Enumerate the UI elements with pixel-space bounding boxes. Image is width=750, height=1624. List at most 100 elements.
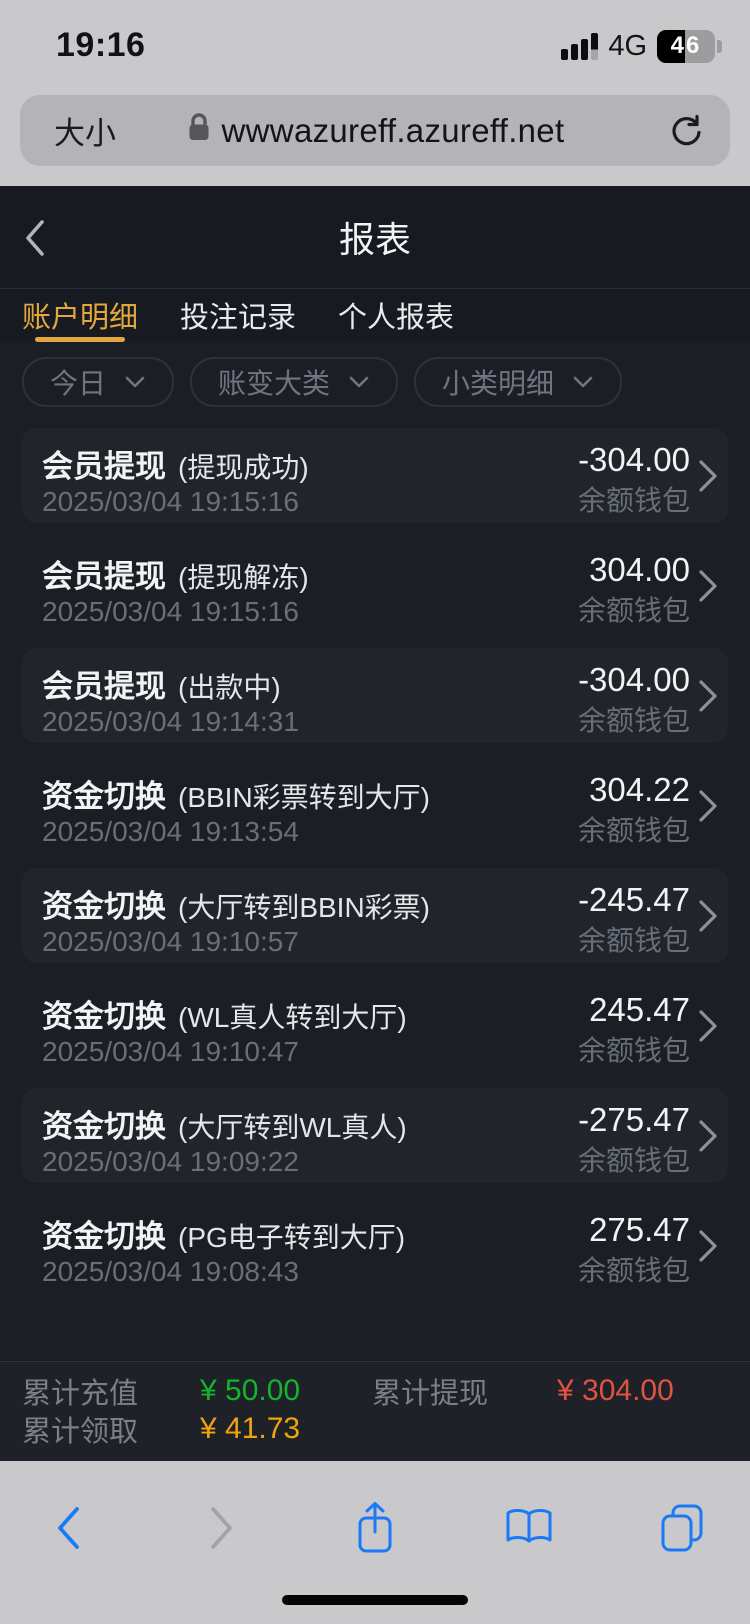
transaction-amount: -304.00 [578, 661, 690, 698]
tabs-button[interactable] [654, 1493, 710, 1563]
text-size-button[interactable]: 大小 [54, 116, 116, 151]
transaction-amount: -304.00 [578, 441, 690, 478]
tab-bet-records[interactable]: 投注记录 [180, 302, 297, 334]
transaction-time: 2025/03/04 19:09:22 [42, 1146, 299, 1177]
transaction-subtitle: (大厅转到WL真人) [178, 1112, 407, 1143]
lock-icon [186, 112, 212, 149]
chevron-right-icon [696, 788, 720, 824]
transaction-wallet: 余额钱包 [577, 1255, 690, 1286]
transaction-time: 2025/03/04 19:10:47 [42, 1036, 299, 1067]
total-deposit-value: ¥ 50.00 [200, 1374, 301, 1407]
transaction-title: 会员提现 [42, 449, 166, 484]
transaction-time: 2025/03/04 19:10:57 [42, 926, 299, 957]
chevron-right-icon [696, 1228, 720, 1264]
transaction-amount: 245.47 [589, 991, 690, 1028]
total-deposit-label: 累计充值 [22, 1378, 139, 1410]
safari-url-bar[interactable]: 大小 wwwazureff.azureff.net [20, 95, 730, 166]
tab-personal-report[interactable]: 个人报表 [338, 302, 455, 334]
transaction-wallet: 余额钱包 [577, 595, 690, 626]
tabs-icon [661, 1504, 703, 1552]
transaction-amount: 304.22 [589, 771, 690, 808]
transaction-subtitle: (提现解冻) [178, 562, 309, 593]
transaction-row[interactable]: 资金切换 (WL真人转到大厅) 2025/03/04 19:10:47 245.… [22, 978, 728, 1073]
share-button[interactable] [347, 1493, 403, 1563]
transaction-time: 2025/03/04 19:14:31 [42, 706, 299, 737]
filter-category-dropdown[interactable]: 账变大类 [190, 357, 399, 407]
transaction-subtitle: (出款中) [178, 672, 281, 703]
total-withdraw-value: ¥ 304.00 [557, 1374, 674, 1407]
transaction-row[interactable]: 资金切换 (BBIN彩票转到大厅) 2025/03/04 19:13:54 30… [22, 758, 728, 853]
bookmarks-button[interactable] [501, 1493, 557, 1563]
transaction-title: 资金切换 [42, 1109, 166, 1144]
transaction-title: 资金切换 [42, 999, 166, 1034]
transaction-amount: -275.47 [578, 1101, 690, 1138]
transaction-time: 2025/03/04 19:13:54 [42, 816, 299, 847]
transaction-wallet: 余额钱包 [577, 1145, 690, 1176]
transaction-title: 会员提现 [42, 559, 166, 594]
safari-toolbar [0, 1485, 750, 1571]
browser-forward-button[interactable] [194, 1493, 250, 1563]
transaction-wallet: 余额钱包 [577, 815, 690, 846]
tab-account-detail[interactable]: 账户明细 [22, 289, 138, 342]
transaction-row[interactable]: 会员提现 (提现解冻) 2025/03/04 19:15:16 304.00 余… [22, 538, 728, 633]
transaction-wallet: 余额钱包 [577, 925, 690, 956]
browser-back-button[interactable] [40, 1493, 96, 1563]
transaction-row[interactable]: 会员提现 (出款中) 2025/03/04 19:14:31 -304.00 余… [22, 648, 728, 743]
page-header: 报表 [0, 186, 750, 289]
chevron-right-icon [210, 1507, 232, 1549]
transaction-row[interactable]: 资金切换 (PG电子转到大厅) 2025/03/04 19:08:43 275.… [22, 1198, 728, 1293]
status-bar: 19:16 4G 4 6 [0, 0, 750, 90]
reload-button[interactable] [668, 113, 704, 149]
url-text[interactable]: wwwazureff.azureff.net [221, 111, 565, 149]
transaction-title: 资金切换 [42, 1219, 166, 1254]
transaction-title: 资金切换 [42, 889, 166, 924]
transaction-amount: 275.47 [589, 1211, 690, 1248]
transaction-time: 2025/03/04 19:15:16 [42, 596, 299, 627]
network-type-label: 4G [608, 29, 647, 62]
chevron-down-icon [573, 376, 593, 388]
filter-bar: 今日 账变大类 小类明细 [22, 357, 623, 407]
transaction-row[interactable]: 资金切换 (大厅转到WL真人) 2025/03/04 19:09:22 -275… [22, 1088, 728, 1183]
home-indicator[interactable] [282, 1595, 468, 1605]
report-page: 报表 账户明细 投注记录 个人报表 今日 账变大类 小类 [0, 186, 750, 1461]
transaction-subtitle: (BBIN彩票转到大厅) [178, 782, 431, 813]
battery-icon: 4 6 [657, 29, 722, 63]
transaction-list: 会员提现 (提现成功) 2025/03/04 19:15:16 -304.00 … [0, 428, 750, 1308]
transaction-title: 资金切换 [42, 779, 166, 814]
chevron-left-icon [26, 220, 44, 256]
status-indicators: 4G 4 6 [561, 28, 722, 64]
transaction-row[interactable]: 资金切换 (大厅转到BBIN彩票) 2025/03/04 19:10:57 -2… [22, 868, 728, 963]
back-button[interactable] [22, 216, 52, 260]
transaction-amount: 304.00 [589, 551, 690, 588]
transaction-wallet: 余额钱包 [577, 485, 690, 516]
chevron-right-icon [696, 1118, 720, 1154]
chevron-right-icon [696, 678, 720, 714]
transaction-subtitle: (PG电子转到大厅) [178, 1222, 406, 1253]
battery-percent-right: 6 [685, 29, 715, 63]
filter-date-dropdown[interactable]: 今日 [22, 357, 175, 407]
total-withdraw-label: 累计提现 [372, 1378, 489, 1410]
total-claim-value: ¥ 41.73 [200, 1412, 301, 1445]
tab-bar: 账户明细 投注记录 个人报表 [0, 289, 750, 342]
transaction-title: 会员提现 [42, 669, 166, 704]
filter-subcategory-dropdown[interactable]: 小类明细 [414, 357, 623, 407]
transaction-subtitle: (WL真人转到大厅) [178, 1002, 407, 1033]
page-title: 报表 [338, 219, 411, 260]
transaction-row[interactable]: 会员提现 (提现成功) 2025/03/04 19:15:16 -304.00 … [22, 428, 728, 523]
ios-chrome-top: 19:16 4G 4 6 大小 wwwazureff.azureff.net [0, 0, 750, 186]
chevron-down-icon [349, 376, 369, 388]
transaction-time: 2025/03/04 19:08:43 [42, 1256, 299, 1287]
chevron-left-icon [58, 1507, 79, 1549]
status-time: 19:16 [56, 26, 146, 64]
battery-percent-left: 4 [657, 29, 685, 63]
active-tab-underline [35, 337, 125, 342]
cellular-signal-icon [561, 32, 599, 60]
transaction-time: 2025/03/04 19:15:16 [42, 486, 299, 517]
ios-chrome-bottom [0, 1461, 750, 1624]
book-icon [506, 1509, 551, 1543]
transaction-subtitle: (大厅转到BBIN彩票) [178, 892, 431, 923]
totals-summary: 累计充值 ¥ 50.00 累计提现 ¥ 304.00 累计领取 ¥ 41.73 [0, 1361, 750, 1461]
share-icon [358, 1502, 392, 1553]
transaction-wallet: 余额钱包 [577, 1035, 690, 1066]
total-claim-label: 累计领取 [22, 1416, 139, 1448]
